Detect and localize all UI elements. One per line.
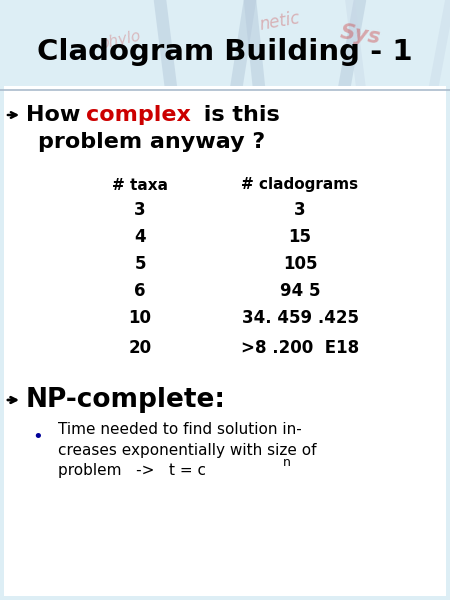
Text: 105: 105 <box>283 255 317 273</box>
Text: Cladogram Building - 1: Cladogram Building - 1 <box>37 38 413 66</box>
Text: 10: 10 <box>129 309 152 327</box>
Text: 4: 4 <box>134 228 146 246</box>
Text: 5: 5 <box>134 255 146 273</box>
Text: Sys: Sys <box>338 22 382 48</box>
Text: netic: netic <box>258 10 302 34</box>
Text: creases exponentially with size of: creases exponentially with size of <box>58 443 316 457</box>
Text: # cladograms: # cladograms <box>242 178 359 193</box>
Text: 6: 6 <box>134 282 146 300</box>
Text: problem anyway ?: problem anyway ? <box>38 132 265 152</box>
Text: phylo: phylo <box>98 28 142 52</box>
Text: 34. 459 .425: 34. 459 .425 <box>242 309 359 327</box>
Text: complex: complex <box>86 105 191 125</box>
Text: How: How <box>26 105 88 125</box>
Text: 3: 3 <box>294 201 306 219</box>
Text: 20: 20 <box>128 339 152 357</box>
Text: Time needed to find solution in-: Time needed to find solution in- <box>58 422 302 437</box>
Text: is this: is this <box>196 105 280 125</box>
Text: # taxa: # taxa <box>112 178 168 193</box>
Text: •: • <box>32 428 43 446</box>
Text: problem   ->   t = c: problem -> t = c <box>58 463 206 478</box>
FancyBboxPatch shape <box>4 86 446 596</box>
Text: NP-complete:: NP-complete: <box>26 387 226 413</box>
Text: n: n <box>283 455 291 469</box>
Text: 3: 3 <box>134 201 146 219</box>
Text: 15: 15 <box>288 228 311 246</box>
Text: 94 5: 94 5 <box>280 282 320 300</box>
Text: >8 .200  E18: >8 .200 E18 <box>241 339 359 357</box>
